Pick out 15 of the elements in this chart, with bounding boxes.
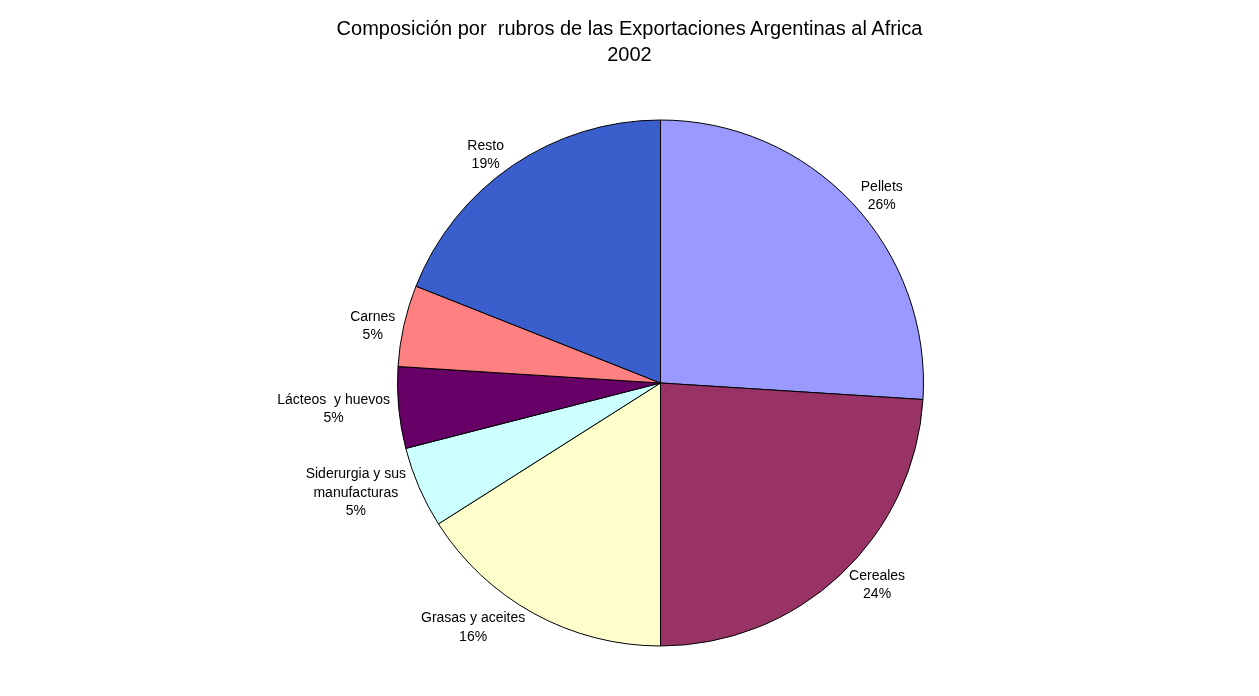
slice-label: Grasas y aceites <box>420 609 526 626</box>
data-label: 5% <box>345 501 366 518</box>
data-label: 19% <box>471 154 500 171</box>
chart-title: Composición por rubros de las Exportaciones Argentinas al Africa 2002 <box>336 16 924 65</box>
slice-label: Pellets <box>860 177 903 194</box>
data-label: 16% <box>459 627 488 644</box>
slice-label: Cereales <box>849 566 906 583</box>
slice-label: Siderurgia y sus manufacturas <box>305 465 407 500</box>
data-label: 5% <box>362 325 383 342</box>
slice-label: Resto <box>467 136 505 153</box>
data-label: 26% <box>867 196 896 213</box>
slice-label: Lácteos y huevos <box>277 390 391 407</box>
data-label: 5% <box>323 409 344 425</box>
slice-label: Carnes <box>350 307 396 324</box>
data-label: 24% <box>863 584 892 601</box>
